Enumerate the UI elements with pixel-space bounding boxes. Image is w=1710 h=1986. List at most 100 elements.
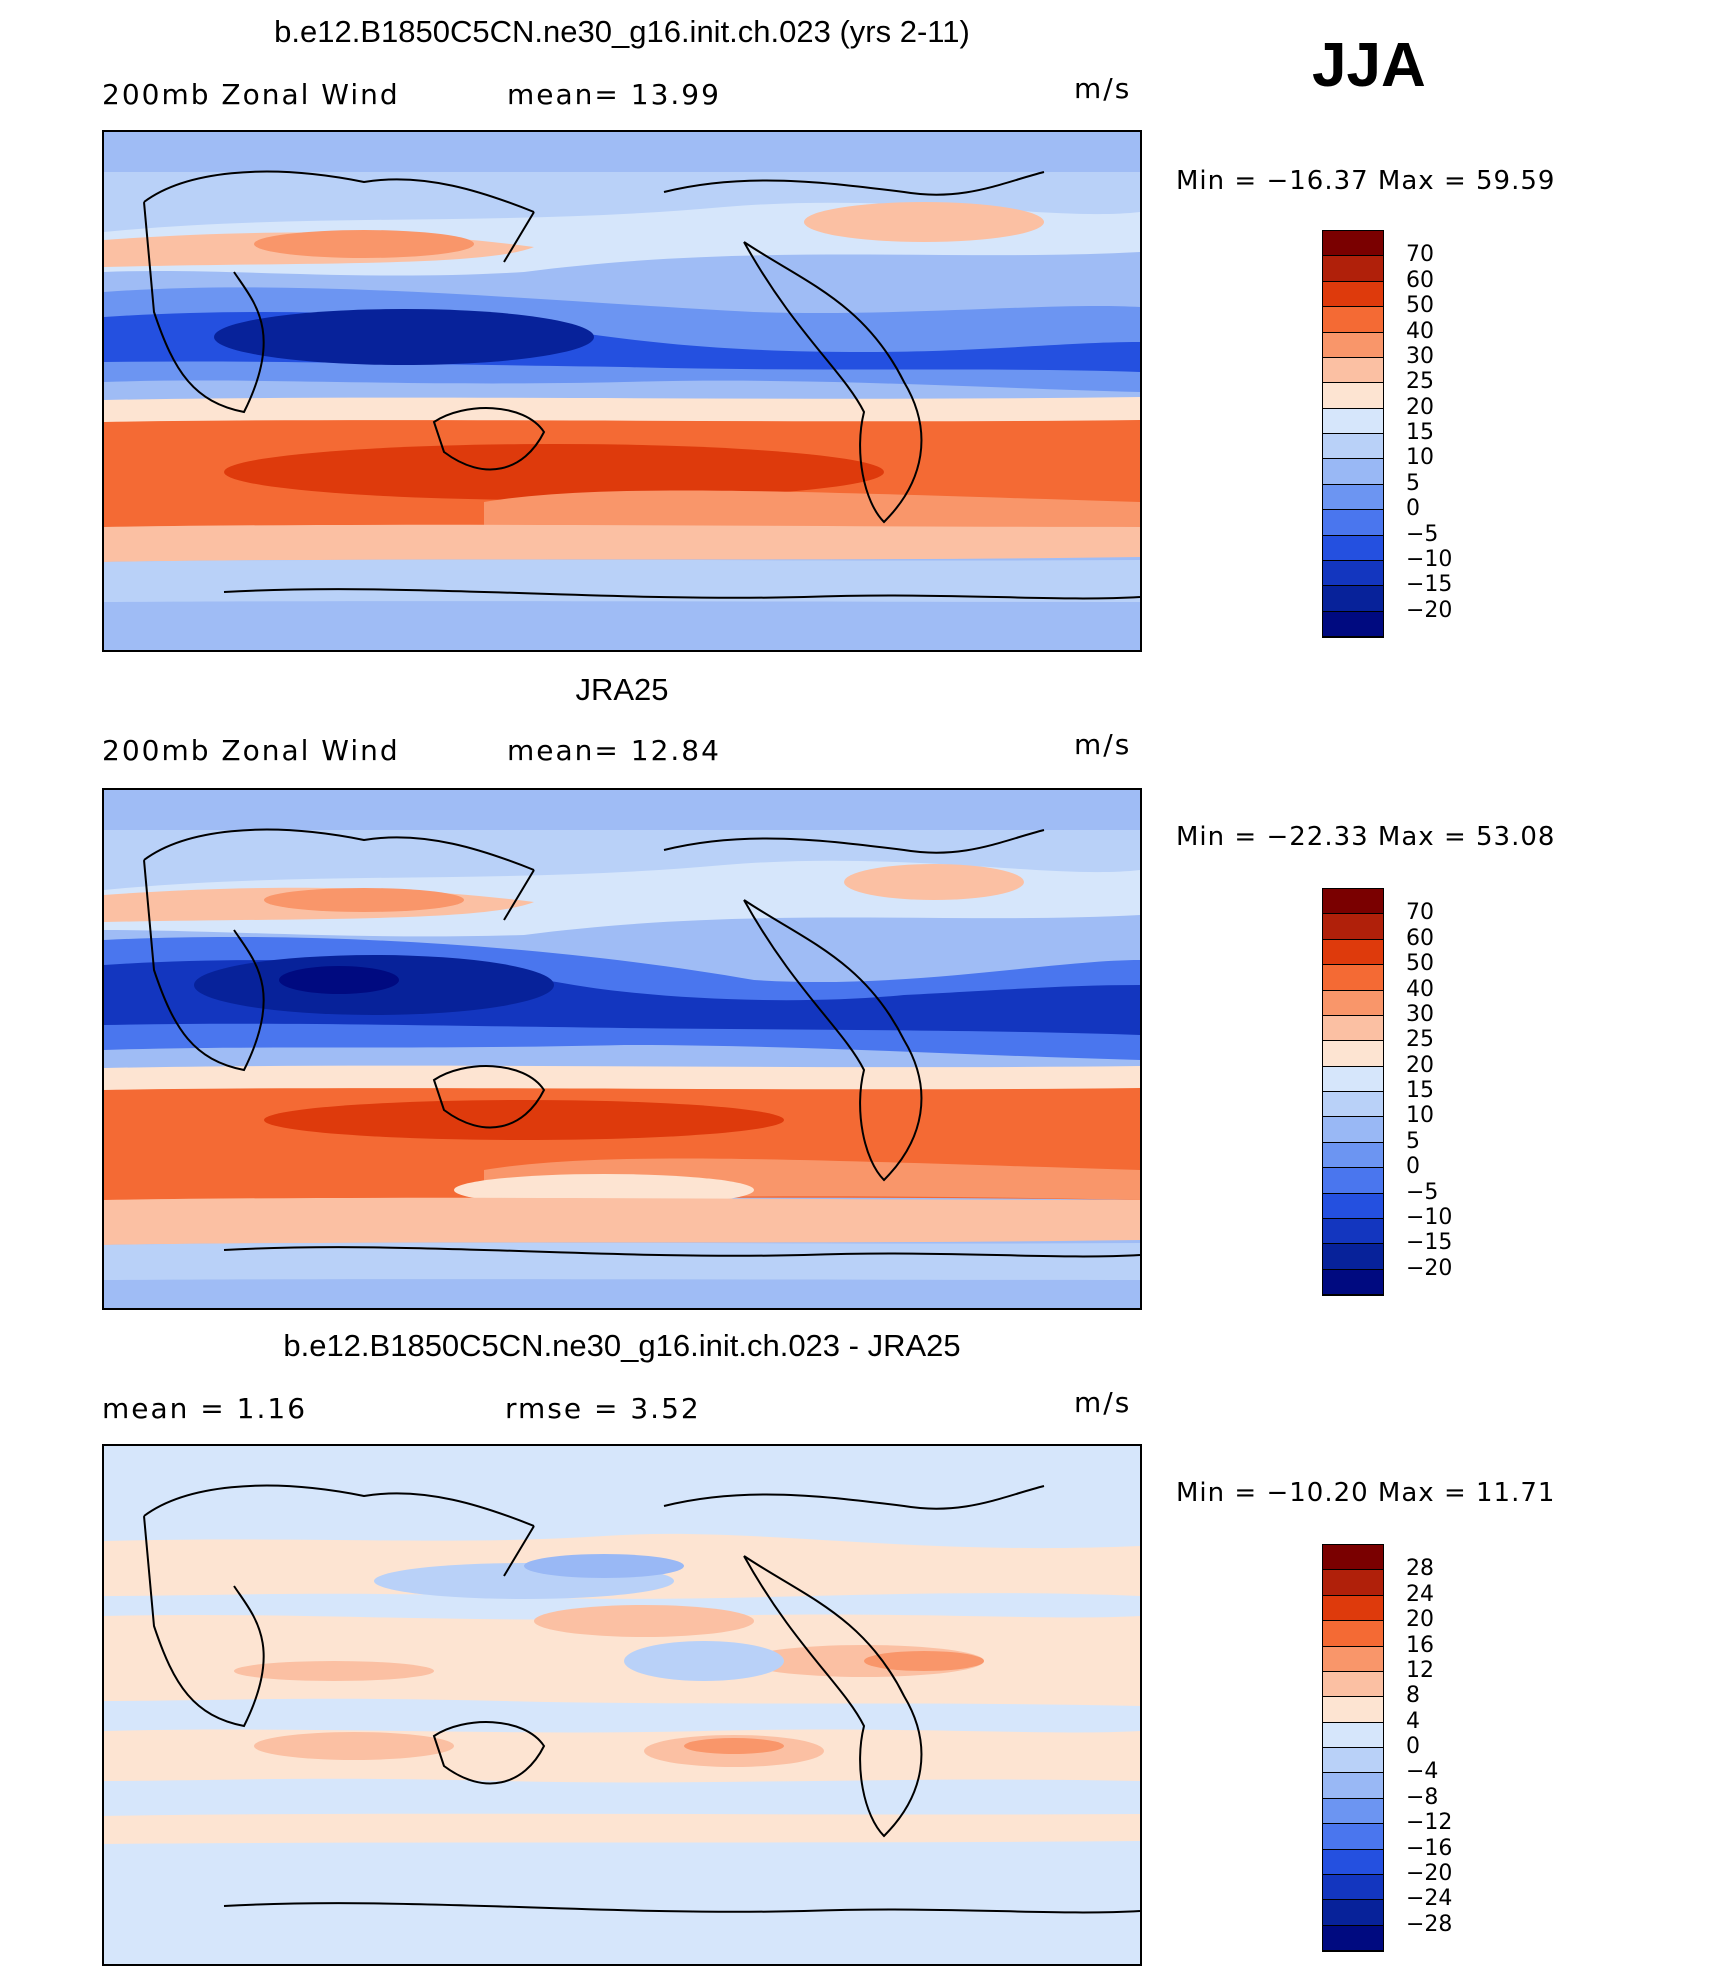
panel-obs-map <box>102 788 1142 1310</box>
colorbar-tick-label: −4 <box>1406 1759 1439 1785</box>
colorbar-tick-label: 5 <box>1406 470 1420 496</box>
colorbar-cell <box>1323 560 1383 587</box>
colorbar-cell <box>1323 1925 1383 1951</box>
colorbar-cell <box>1323 914 1383 940</box>
colorbar-cell <box>1323 1646 1383 1672</box>
colorbar-tick-label: 50 <box>1406 293 1434 319</box>
colorbar-tick-label: 5 <box>1406 1128 1420 1154</box>
colorbar-tick-label: 40 <box>1406 318 1434 344</box>
colorbar-cell <box>1323 889 1383 915</box>
colorbar-cell <box>1323 307 1383 333</box>
panel-model-units: m/s <box>1074 72 1132 105</box>
colorbar-cell <box>1323 990 1383 1016</box>
colorbar-tick-label: 15 <box>1406 420 1434 445</box>
colorbar-cell <box>1323 1117 1383 1143</box>
colorbar-cell <box>1323 1849 1383 1875</box>
colorbar-cell <box>1323 434 1383 460</box>
panel-obs-colorbar <box>1322 888 1384 1296</box>
colorbar-cell <box>1323 1773 1383 1799</box>
colorbar-tick-label: −20 <box>1406 1255 1453 1281</box>
colorbar-tick-label: 20 <box>1406 394 1434 420</box>
panel-obs-minmax: Min = −22.33 Max = 53.08 <box>1176 822 1556 852</box>
colorbar-cell <box>1323 231 1383 257</box>
colorbar-cell <box>1323 1168 1383 1194</box>
colorbar-tick-label: 60 <box>1406 925 1434 951</box>
obs-contour-field <box>104 790 1140 1308</box>
colorbar-tick-label: −15 <box>1406 1230 1453 1256</box>
colorbar-cell <box>1323 1041 1383 1067</box>
colorbar-cell <box>1323 965 1383 991</box>
panel-diff-mean-label: mean = 1.16 <box>102 1392 308 1425</box>
colorbar-tick-label: 10 <box>1406 445 1434 471</box>
colorbar-tick-label: 60 <box>1406 267 1434 293</box>
colorbar-cell <box>1323 383 1383 409</box>
panel-diff-rmse-label: rmse = 3.52 <box>505 1392 701 1425</box>
panel-diff-colorbar <box>1322 1544 1384 1952</box>
colorbar-tick-label: −5 <box>1406 1179 1439 1205</box>
panel-model-minmax: Min = −16.37 Max = 59.59 <box>1176 166 1556 196</box>
colorbar-cell <box>1323 1545 1383 1571</box>
colorbar-cell <box>1323 1244 1383 1270</box>
colorbar-tick-label: 40 <box>1406 976 1434 1002</box>
colorbar-tick-label: 16 <box>1406 1632 1434 1658</box>
colorbar-tick-label: −16 <box>1406 1835 1453 1861</box>
panel-model-title: b.e12.B1850C5CN.ne30_g16.init.ch.023 (yr… <box>274 14 970 49</box>
colorbar-cell <box>1323 1015 1383 1042</box>
colorbar-cell <box>1323 1748 1383 1774</box>
colorbar-tick-label: 28 <box>1406 1556 1434 1582</box>
colorbar-tick-label: 20 <box>1406 1052 1434 1078</box>
colorbar-cell <box>1323 1269 1383 1295</box>
colorbar-cell <box>1323 1697 1383 1723</box>
colorbar-tick-label: −20 <box>1406 597 1453 623</box>
colorbar-cell <box>1323 510 1383 536</box>
panel-model-mean-label: mean= 13.99 <box>507 78 721 111</box>
colorbar-cell <box>1323 281 1383 308</box>
colorbar-tick-label: 70 <box>1406 242 1434 268</box>
colorbar-cell <box>1323 1218 1383 1245</box>
colorbar-cell <box>1323 1798 1383 1825</box>
colorbar-tick-label: −12 <box>1406 1810 1453 1836</box>
colorbar-tick-label: 50 <box>1406 951 1434 977</box>
colorbar-cell <box>1323 408 1383 434</box>
colorbar-cell <box>1323 1595 1383 1622</box>
colorbar-cell <box>1323 586 1383 612</box>
colorbar-tick-label: 20 <box>1406 1607 1434 1633</box>
colorbar-tick-label: 12 <box>1406 1657 1434 1683</box>
colorbar-cell <box>1323 1824 1383 1850</box>
panel-diff-minmax: Min = −10.20 Max = 11.71 <box>1176 1478 1556 1508</box>
colorbar-tick-label: −20 <box>1406 1860 1453 1886</box>
colorbar-tick-label: 15 <box>1406 1078 1434 1103</box>
colorbar-cell <box>1323 611 1383 637</box>
colorbar-cell <box>1323 1066 1383 1092</box>
colorbar-cell <box>1323 256 1383 282</box>
panel-obs-mean-label: mean= 12.84 <box>507 734 721 767</box>
colorbar-cell <box>1323 1193 1383 1219</box>
colorbar-tick-label: 0 <box>1406 1154 1420 1180</box>
colorbar-tick-label: −5 <box>1406 521 1439 547</box>
colorbar-tick-label: −24 <box>1406 1886 1453 1912</box>
colorbar-tick-label: 30 <box>1406 1001 1434 1027</box>
colorbar-tick-label: 4 <box>1406 1708 1420 1734</box>
panel-diff-map <box>102 1444 1142 1966</box>
colorbar-tick-label: 25 <box>1406 369 1434 395</box>
colorbar-cell <box>1323 1570 1383 1596</box>
panel-model-colorbar <box>1322 230 1384 638</box>
colorbar-tick-label: −15 <box>1406 572 1453 598</box>
colorbar-cell <box>1323 357 1383 384</box>
colorbar-tick-label: 0 <box>1406 1734 1420 1759</box>
panel-diff-title: b.e12.B1850C5CN.ne30_g16.init.ch.023 - J… <box>283 1328 961 1363</box>
colorbar-cell <box>1323 332 1383 358</box>
model-contour-field <box>104 132 1140 650</box>
colorbar-tick-label: 30 <box>1406 343 1434 369</box>
diff-contour-field <box>104 1446 1140 1964</box>
colorbar-cell <box>1323 484 1383 511</box>
colorbar-tick-label: 25 <box>1406 1027 1434 1053</box>
colorbar-tick-label: −28 <box>1406 1911 1453 1937</box>
panel-obs-title: JRA25 <box>575 672 669 707</box>
colorbar-tick-label: 24 <box>1406 1581 1434 1607</box>
colorbar-cell <box>1323 459 1383 485</box>
colorbar-cell <box>1323 1874 1383 1901</box>
panel-obs-units: m/s <box>1074 728 1132 761</box>
colorbar-cell <box>1323 1621 1383 1647</box>
panel-diff-units: m/s <box>1074 1386 1132 1419</box>
